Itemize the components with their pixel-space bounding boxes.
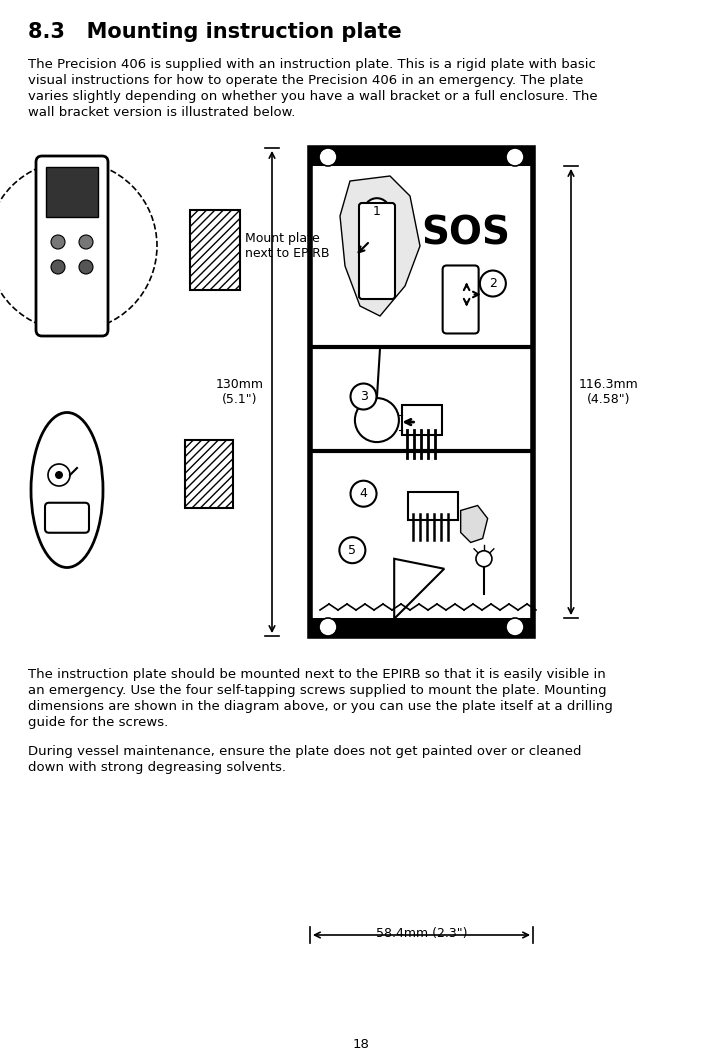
Circle shape [51, 260, 65, 274]
Bar [402, 405, 441, 435]
Polygon shape [394, 559, 444, 619]
Bar [310, 147, 533, 166]
Circle shape [79, 234, 93, 249]
Text: SOS: SOS [422, 214, 510, 253]
Text: 130mm
(5.1"): 130mm (5.1") [216, 378, 264, 406]
Polygon shape [340, 176, 420, 316]
Bar [407, 492, 458, 521]
Text: During vessel maintenance, ensure the plate does not get painted over or cleaned: During vessel maintenance, ensure the pl… [28, 745, 582, 758]
FancyBboxPatch shape [359, 203, 395, 299]
Text: dimensions are shown in the diagram above, or you can use the plate itself at a : dimensions are shown in the diagram abov… [28, 700, 613, 713]
Bar [310, 618, 533, 636]
Text: down with strong degreasing solvents.: down with strong degreasing solvents. [28, 761, 286, 775]
Circle shape [364, 198, 390, 224]
Text: 70mm (2.75"): 70mm (2.75") [378, 389, 465, 402]
Bar [185, 440, 233, 508]
Text: 18: 18 [352, 1038, 369, 1051]
Circle shape [79, 260, 93, 274]
Circle shape [319, 147, 337, 166]
Text: an emergency. Use the four self-tapping screws supplied to mount the plate. Moun: an emergency. Use the four self-tapping … [28, 684, 606, 697]
Polygon shape [461, 505, 487, 542]
Text: The instruction plate should be mounted next to the EPIRB so that it is easily v: The instruction plate should be mounted … [28, 668, 606, 681]
Text: wall bracket version is illustrated below.: wall bracket version is illustrated belo… [28, 106, 296, 119]
Circle shape [476, 551, 492, 567]
Text: 58.4mm (2.3"): 58.4mm (2.3") [376, 927, 467, 940]
Circle shape [350, 383, 376, 410]
Circle shape [55, 471, 63, 479]
Text: visual instructions for how to operate the Precision 406 in an emergency. The pl: visual instructions for how to operate t… [28, 74, 583, 87]
Text: The Precision 406 is supplied with an instruction plate. This is a rigid plate w: The Precision 406 is supplied with an in… [28, 58, 596, 71]
Text: 4: 4 [360, 487, 368, 500]
Ellipse shape [31, 413, 103, 568]
Text: 116.3mm
(4.58"): 116.3mm (4.58") [579, 378, 639, 406]
FancyBboxPatch shape [443, 265, 479, 333]
Text: 1: 1 [373, 205, 381, 218]
Text: Mount plate
next to EPIRB: Mount plate next to EPIRB [245, 232, 329, 260]
Text: 3: 3 [360, 390, 368, 403]
Bar [310, 147, 533, 636]
Bar [46, 167, 98, 218]
Text: varies slightly depending on whether you have a wall bracket or a full enclosure: varies slightly depending on whether you… [28, 90, 598, 103]
Circle shape [506, 618, 524, 636]
Text: guide for the screws.: guide for the screws. [28, 716, 168, 729]
Text: 2: 2 [489, 277, 497, 290]
FancyBboxPatch shape [45, 503, 89, 533]
Circle shape [355, 398, 399, 442]
Circle shape [350, 481, 376, 507]
Circle shape [319, 618, 337, 636]
Circle shape [340, 537, 366, 563]
Text: 8.3   Mounting instruction plate: 8.3 Mounting instruction plate [28, 22, 402, 42]
Bar [190, 210, 240, 290]
FancyBboxPatch shape [36, 156, 108, 336]
Circle shape [51, 234, 65, 249]
Text: 5: 5 [348, 543, 356, 557]
Circle shape [480, 271, 506, 296]
Circle shape [506, 147, 524, 166]
